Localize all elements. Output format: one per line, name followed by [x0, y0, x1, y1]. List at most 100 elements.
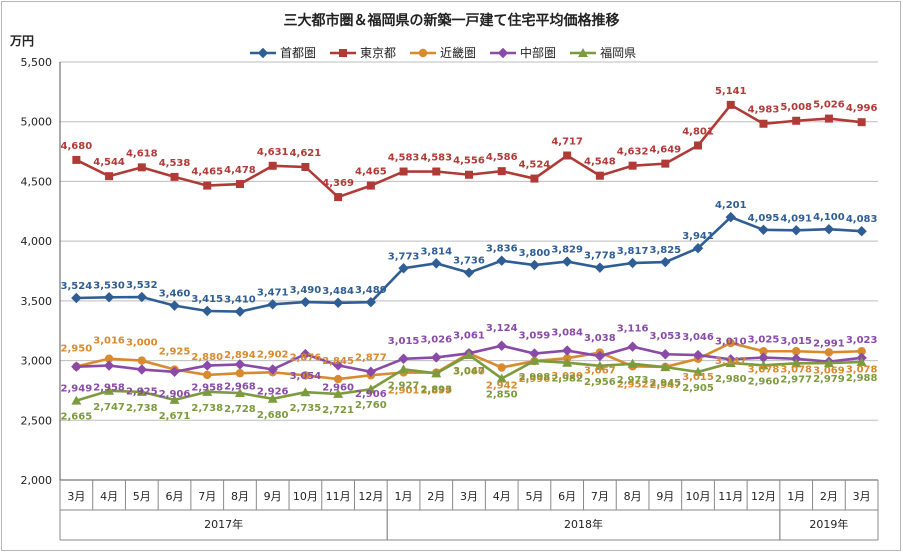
data-point — [758, 224, 769, 236]
data-point — [857, 347, 866, 356]
data-label: 2,980 — [715, 374, 747, 385]
data-label: 2,880 — [191, 352, 223, 363]
data-label: 3,078 — [846, 364, 878, 375]
data-label: 3,060 — [453, 366, 485, 377]
data-point — [170, 172, 179, 181]
data-label: 3,124 — [486, 323, 518, 334]
legend-item-kinki: 近畿圏 — [410, 44, 476, 61]
data-point — [301, 162, 310, 171]
data-label: 3,061 — [453, 330, 485, 341]
data-label: 3,067 — [584, 366, 616, 377]
x-tick-label: 11月 — [326, 490, 351, 503]
data-point — [594, 262, 606, 273]
data-label: 2,942 — [486, 380, 518, 391]
data-point — [464, 349, 474, 359]
y-tick-label: 4,000 — [21, 235, 53, 248]
data-point — [71, 292, 82, 304]
data-label: 2,996 — [519, 374, 551, 385]
x-tick-label: 8月 — [231, 490, 249, 503]
data-point — [300, 296, 311, 308]
data-label: 3,471 — [257, 287, 289, 298]
data-point — [267, 364, 278, 375]
data-point — [136, 364, 148, 375]
x-tick-label: 10月 — [686, 490, 711, 503]
data-label: 2,738 — [191, 403, 223, 414]
data-label: 4,465 — [355, 167, 387, 178]
data-label: 2,952 — [617, 379, 649, 390]
data-point — [693, 366, 704, 376]
data-label: 3,941 — [682, 231, 714, 242]
data-label: 3,025 — [748, 335, 780, 346]
data-label: 2,906 — [159, 389, 191, 400]
x-tick-label: 11月 — [718, 490, 743, 503]
data-label: 2,960 — [748, 376, 780, 387]
series-0 — [71, 211, 867, 317]
legend-marker — [339, 48, 348, 57]
data-point — [365, 366, 377, 378]
data-label: 3,825 — [649, 245, 681, 256]
data-label: 3,015 — [388, 336, 420, 347]
legend-marker — [257, 47, 269, 58]
data-label: 3,778 — [584, 251, 616, 262]
data-label: 2,949 — [61, 384, 93, 395]
data-point — [692, 242, 704, 254]
data-label: 2,760 — [355, 400, 387, 411]
x-tick-label: 9月 — [656, 490, 674, 503]
data-point — [300, 348, 311, 360]
data-label: 2,958 — [93, 383, 125, 394]
legend-swatch-shutoken — [250, 47, 276, 58]
data-point — [790, 225, 802, 236]
data-label: 4,717 — [551, 137, 583, 148]
data-point — [105, 172, 114, 181]
data-point — [465, 170, 473, 179]
data-point — [595, 171, 604, 180]
data-point — [792, 347, 801, 356]
data-label: 2,665 — [61, 412, 93, 423]
data-point — [529, 355, 540, 365]
legend-item-tokyo: 東京都 — [330, 44, 396, 61]
y-tick-label: 2,500 — [21, 414, 53, 427]
legend: 首都圏 東京都 近畿圏 中部圏 福岡県 — [250, 44, 636, 61]
x-tick-label: 3月 — [853, 490, 871, 503]
data-label: 4,996 — [846, 103, 878, 114]
legend-marker — [578, 47, 589, 57]
x-tick-label: 2月 — [427, 490, 445, 503]
x-tick-label: 10月 — [293, 490, 318, 503]
data-label: 4,369 — [322, 178, 354, 189]
data-label: 2,845 — [322, 356, 354, 367]
data-point — [103, 292, 115, 303]
data-point — [234, 306, 246, 317]
x-tick-label: 1月 — [787, 490, 805, 503]
data-point — [726, 100, 735, 109]
data-label: 3,147 — [715, 356, 747, 367]
y-tick-label: 3,000 — [21, 355, 53, 368]
data-label: 3,490 — [290, 285, 322, 296]
data-label: 3,814 — [420, 246, 452, 257]
y-axis-unit: 万円 — [10, 34, 35, 48]
legend-item-chubu: 中部圏 — [490, 44, 556, 61]
data-point — [628, 161, 637, 170]
data-label: 3,736 — [453, 256, 485, 267]
data-point — [561, 256, 573, 267]
data-label: 2,850 — [486, 389, 518, 400]
data-point — [366, 181, 375, 190]
data-label: 3,026 — [420, 334, 452, 345]
data-point — [334, 193, 343, 202]
legend-swatch-kinki — [410, 48, 437, 57]
data-point — [497, 363, 506, 372]
data-point — [497, 167, 506, 176]
data-label: 2,968 — [224, 381, 256, 392]
data-label: 2,991 — [813, 339, 845, 350]
data-label: 3,078 — [780, 364, 812, 375]
data-label: 2,925 — [126, 387, 158, 398]
data-label: 4,091 — [780, 213, 812, 224]
data-point — [72, 155, 81, 164]
data-point — [137, 163, 146, 172]
data-point — [202, 386, 213, 396]
x-tick-label: 12月 — [358, 490, 383, 503]
x-tick-label: 7月 — [591, 490, 609, 503]
data-point — [71, 395, 82, 405]
data-label: 4,544 — [93, 157, 125, 168]
data-point — [594, 360, 605, 370]
legend-swatch-chubu — [490, 47, 517, 58]
